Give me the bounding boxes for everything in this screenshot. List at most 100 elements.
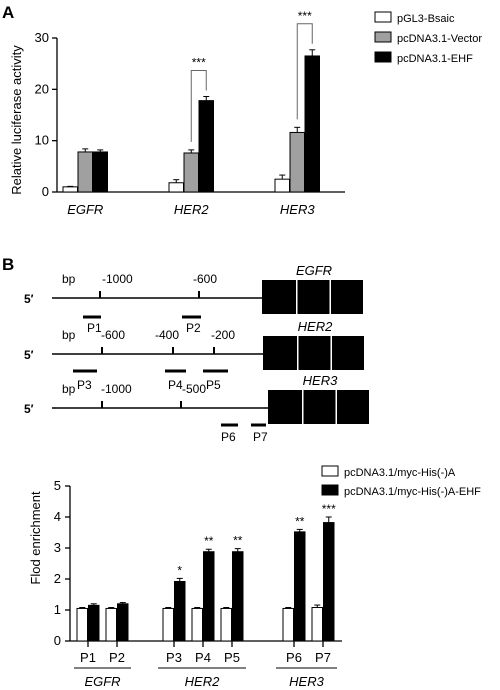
chart-a-bar	[183, 152, 199, 193]
diagram-gene-label: HER3	[303, 373, 338, 388]
chart-b-legend: pcDNA3.1/myc-His(-)A pcDNA3.1/myc-His(-)A…	[321, 465, 481, 498]
chart-b-bar	[220, 607, 232, 642]
diagram-position-label: -1000	[102, 272, 133, 286]
chart-b-ytick-label: 0	[54, 633, 61, 648]
diagram-position-label: -200	[211, 328, 235, 342]
chart-b-significance-label: **	[295, 514, 305, 528]
chart-b-ytick-label: 5	[54, 478, 61, 493]
chart-b-x-labels: P1 P2 P3 P4 P5 P6 P7 EGFR HER2 HER3	[74, 641, 337, 689]
chart-b-legend-swatch	[321, 484, 339, 496]
diagram-probe-label: P2	[186, 321, 201, 335]
chart-a-ylabel: Relative luciferase activity	[9, 45, 24, 195]
diagram-position-label: -600	[193, 272, 217, 286]
chart-a-legend-swatch	[374, 31, 392, 43]
chart-a-legend: pGL3-Bsaic pcDNA3.1-Vector pcDNA3.1-EHF	[374, 11, 482, 65]
chart-b-legend-label: pcDNA3.1/myc-His(-)A-EHF	[344, 486, 481, 498]
chart-b-y-ticks: 0 1 2 3 4 5	[54, 478, 70, 648]
diagram-gene-label: HER2	[298, 319, 333, 334]
chart-b-legend-label: pcDNA3.1/myc-His(-)A	[344, 467, 456, 479]
diagram-gene-block	[331, 280, 363, 314]
diagram-probe-label: P5	[206, 378, 221, 392]
chart-a-bar	[92, 151, 108, 193]
chart-a-significance-label: ***	[298, 9, 312, 23]
diagram-gene-block	[297, 280, 330, 314]
chart-b-bar	[294, 531, 306, 642]
chart-a-significance-bracket	[296, 23, 313, 120]
chart-a-xtick-label: HER2	[174, 202, 209, 217]
chart-b-bar	[88, 604, 100, 642]
chart-a-bars	[62, 49, 320, 193]
diagram-gene-label: EGFR	[296, 263, 332, 278]
diagram-gene-block	[337, 390, 369, 424]
chart-a-significance-bracket	[190, 70, 207, 142]
chart-b-ytick-label: 2	[54, 571, 61, 586]
chart-a-ytick-label: 30	[35, 30, 49, 45]
chart-b-bar	[117, 603, 129, 642]
chart-a-xtick-label: HER3	[280, 202, 315, 217]
chart-b-bar	[105, 607, 117, 642]
chart-b-group-label: HER3	[289, 674, 324, 689]
chart-a-bar	[62, 186, 78, 193]
chart-a-bar	[198, 100, 214, 193]
diagram-bp-label: bp	[62, 272, 76, 286]
chart-b-bar	[203, 551, 215, 642]
chart-b-ytick-label: 1	[54, 602, 61, 617]
chart-b-bar	[232, 551, 244, 642]
chart-b-bar	[76, 607, 88, 642]
chart-b-significance-label: *	[177, 563, 182, 577]
chart-a-legend-swatch	[374, 51, 392, 63]
diagram-bp-label: bp	[62, 382, 76, 396]
chart-b-ytick-label: 3	[54, 540, 61, 555]
chart-b-xtick-label: P2	[109, 650, 125, 665]
chart-b-xtick-label: P6	[286, 650, 302, 665]
chart-a-y-ticks: 0 10 20 30	[35, 30, 57, 199]
chart-b-bar	[174, 580, 186, 642]
diagram-gene-block	[262, 280, 296, 314]
chart-b-ytick-label: 4	[54, 509, 61, 524]
diagram-5prime-label: 5′	[24, 402, 34, 416]
chart-a-bar	[289, 131, 305, 193]
chart-a-x-labels: EGFR HER2 HER3	[67, 202, 315, 217]
diagram-gene-block	[263, 336, 297, 370]
diagram-5prime-label: 5′	[24, 292, 34, 306]
chart-b-xtick-label: P4	[195, 650, 211, 665]
promoter-diagram: 5′ bp -1000 -600 EGFR P1 P2 5′ bp -600 -400 -200 HER…	[24, 263, 369, 444]
chart-b-legend-swatch	[321, 465, 339, 477]
chart-a-xtick-label: EGFR	[67, 202, 103, 217]
diagram-5prime-label: 5′	[24, 348, 34, 362]
chart-b-bar	[311, 607, 323, 642]
chart-b-group-label: EGFR	[84, 674, 120, 689]
diagram-gene-block	[332, 336, 364, 370]
chart-a-ytick-label: 20	[35, 81, 49, 96]
chart-a-bar	[77, 151, 93, 193]
diagram-bp-label: bp	[62, 328, 76, 342]
chart-a-ytick-label: 0	[42, 184, 49, 199]
chart-a-legend-swatch	[374, 11, 392, 23]
chart-b-bars: *** *******	[76, 502, 336, 642]
diagram-position-label: -600	[101, 328, 125, 342]
diagram-probe-label: P4	[168, 378, 183, 392]
chart-b-significance-label: **	[233, 534, 243, 548]
chart-b-bar	[282, 607, 294, 642]
diagram-probe-label: P1	[87, 321, 102, 335]
chart-b-ylabel: Flod enrichment	[28, 491, 43, 585]
chart-a-bar	[274, 178, 290, 193]
chart-a-legend-label: pcDNA3.1-EHF	[397, 53, 473, 65]
chart-a-legend-label: pGL3-Bsaic	[397, 13, 455, 25]
diagram-probe-label: P3	[77, 378, 92, 392]
diagram-position-label: -1000	[101, 382, 132, 396]
chart-b-bar	[191, 607, 203, 642]
chart-b-xtick-label: P7	[315, 650, 331, 665]
chart-b-xtick-label: P5	[224, 650, 240, 665]
diagram-probe-label: P6	[221, 430, 236, 444]
diagram-gene-block	[298, 336, 331, 370]
chart-a-bar	[168, 182, 184, 193]
chart-a-significance-label: ***	[192, 56, 206, 70]
diagram-position-label: -400	[155, 328, 179, 342]
diagram-probe-label: P7	[253, 430, 268, 444]
chart-b-xtick-label: P3	[166, 650, 182, 665]
chart-b-bar	[323, 522, 335, 642]
chart-b-bar	[162, 607, 174, 642]
